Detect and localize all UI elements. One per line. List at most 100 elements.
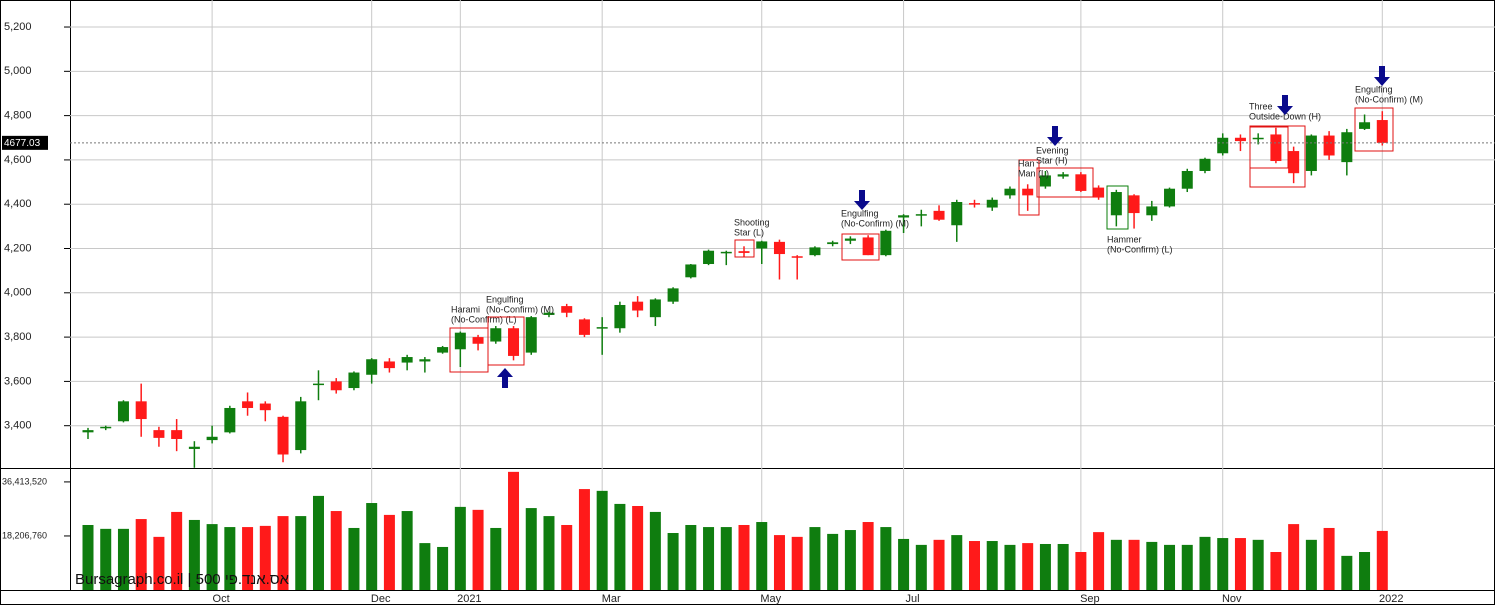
candle-body	[1270, 134, 1282, 162]
volume-bar	[756, 522, 768, 590]
volume-bar	[1323, 527, 1335, 590]
volume-bar	[738, 524, 750, 590]
y-tick-label: 3,400	[4, 420, 32, 432]
pattern-label: Evening	[1036, 145, 1069, 155]
candle-body	[366, 359, 378, 375]
candle-body	[437, 347, 449, 353]
candle-body	[1164, 188, 1176, 207]
pattern-label: Harami	[451, 304, 480, 314]
volume-bar	[986, 541, 998, 590]
volume-bar	[809, 527, 821, 590]
volume-bar	[1110, 539, 1122, 590]
volume-bar	[844, 530, 856, 590]
candle-body	[1323, 135, 1335, 156]
y-tick-label: 3,600	[4, 375, 32, 387]
candle-body	[614, 304, 626, 329]
candle-body	[862, 237, 874, 256]
volume-bar	[543, 516, 555, 590]
volume-bar	[632, 505, 644, 590]
y-tick-label: 4,000	[4, 287, 32, 299]
pattern-box	[734, 239, 755, 258]
pattern-label: Man (L)	[1018, 168, 1049, 178]
volume-bar	[383, 514, 395, 590]
x-tick-label: Oct	[213, 593, 230, 605]
volume-bar	[703, 527, 715, 590]
candle-body	[1234, 137, 1246, 142]
volume-bar	[898, 538, 910, 590]
candle-body	[277, 416, 289, 455]
pattern-label: Outside-Down (H)	[1249, 111, 1321, 121]
candle-body	[153, 430, 165, 438]
volume-bar	[171, 511, 183, 590]
watermark: Bursagraph.co.il | 500 אס.אנד.פי	[75, 571, 290, 588]
volume-bar	[969, 541, 980, 590]
volume-bar	[880, 527, 892, 590]
last-price-label: 4677.03	[4, 138, 41, 149]
volume-bar	[437, 546, 449, 590]
candle-body	[224, 407, 236, 433]
pattern-label: Engulfing	[841, 208, 879, 218]
candle-body	[880, 230, 892, 256]
candle-body	[773, 241, 785, 255]
candle-body	[383, 361, 395, 369]
volume-bar	[1164, 544, 1176, 590]
volume-bar	[1234, 538, 1246, 590]
volume-bar	[1376, 530, 1388, 590]
volume-bar	[561, 524, 573, 590]
volume-bar	[1217, 538, 1229, 590]
pattern-label: (No-Confirm) (L)	[1107, 244, 1173, 254]
candle-body	[791, 256, 803, 258]
pattern-label: Star (L)	[734, 227, 764, 237]
volume-bar	[649, 511, 661, 590]
volume-bar	[1252, 539, 1264, 590]
candle-body	[348, 372, 360, 389]
pattern-arrow	[1374, 66, 1390, 86]
candle-body	[242, 401, 254, 408]
candle-body	[1341, 132, 1353, 163]
candle-body	[295, 401, 307, 451]
y-tick-label: 18,206,760	[2, 530, 47, 540]
candle-body	[490, 328, 502, 342]
volume-bar	[1288, 524, 1300, 590]
candle-body	[1376, 120, 1388, 143]
y-tick-label: 5,000	[4, 65, 32, 77]
candle-body	[259, 403, 271, 411]
candle-body	[508, 328, 520, 356]
y-tick-label: 4,600	[4, 154, 32, 166]
candle-body	[649, 299, 661, 318]
volume-bar	[135, 519, 147, 590]
volume-bar	[578, 489, 590, 590]
volume-bar	[1075, 552, 1087, 590]
candle-body	[206, 436, 218, 441]
candle-body	[525, 317, 537, 353]
candle-body	[685, 264, 697, 278]
candle-body	[986, 199, 998, 208]
pattern-label: Three	[1249, 101, 1273, 111]
volume-bar	[206, 524, 218, 590]
volume-bar	[419, 543, 431, 590]
candle-body	[738, 251, 750, 253]
candle-body	[844, 238, 856, 241]
pattern-box	[487, 316, 525, 366]
y-tick-label: 5,200	[4, 21, 32, 33]
candle-body	[578, 319, 590, 335]
volume-bar	[525, 508, 537, 590]
volume-bar	[667, 533, 679, 590]
candle-body	[1057, 174, 1069, 177]
volume-bar	[915, 544, 927, 590]
candle-body	[1128, 195, 1140, 214]
candle-body	[171, 430, 183, 439]
volume-bar	[1146, 541, 1158, 590]
volume-bar	[224, 527, 236, 590]
volume-bar	[685, 524, 697, 590]
candle-body	[82, 430, 94, 433]
pattern-arrow	[1277, 95, 1293, 115]
volume-bar	[862, 522, 874, 590]
candle-body	[1146, 206, 1158, 216]
volume-bar	[277, 516, 289, 590]
candle-body	[951, 201, 963, 226]
volume-bar	[614, 503, 626, 590]
pattern-label: (No-Confirm) (M)	[486, 304, 554, 314]
volume-bar	[1022, 543, 1034, 590]
